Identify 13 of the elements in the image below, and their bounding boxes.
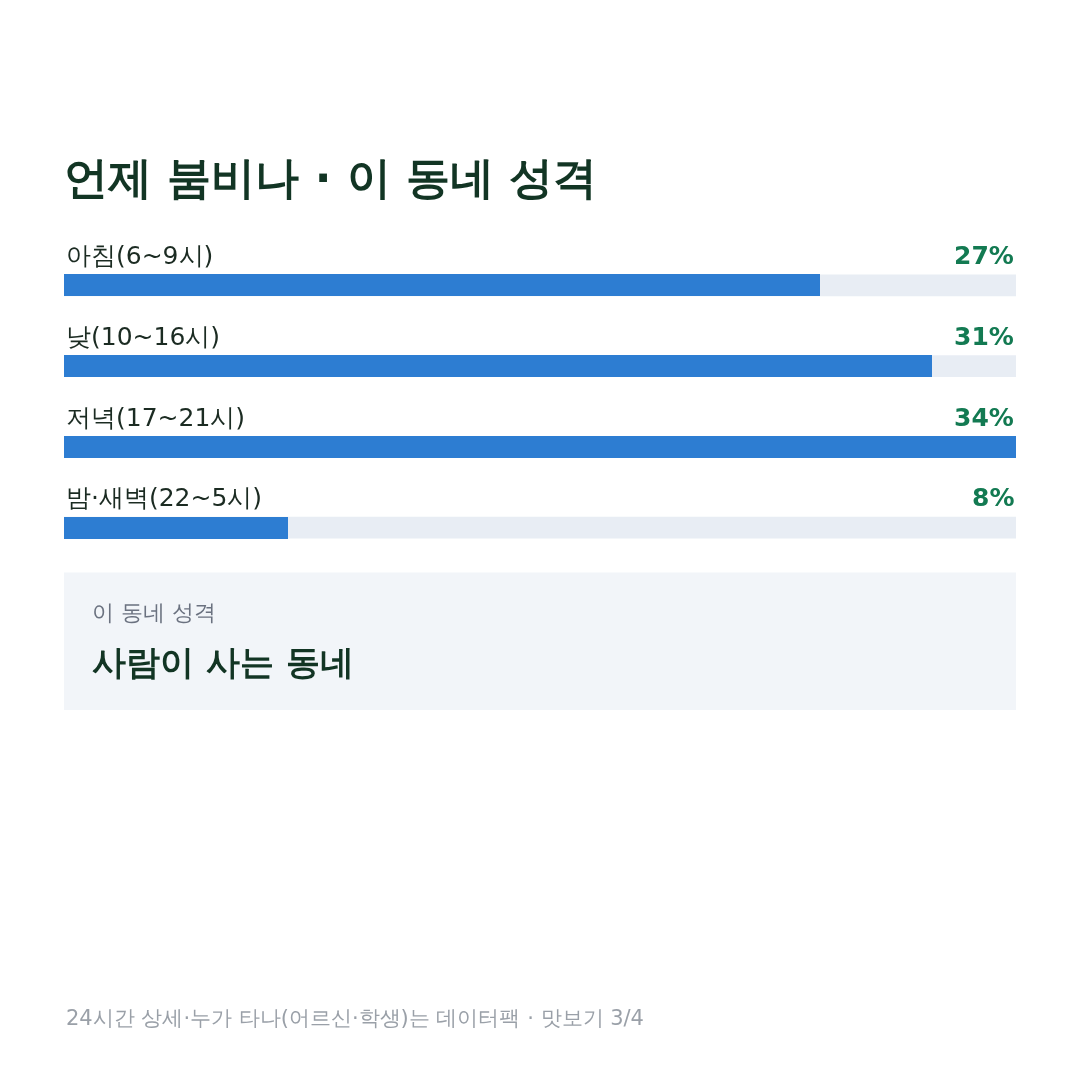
text: 24시간 상세·누가 타나(어르신·학생)는 데이터팩 · 맛보기 3/4 (66, 1006, 644, 1030)
y-tick-label: 밤·새벽(22~5시) (66, 483, 263, 512)
y-tick-label: 저녁(17~21시) (66, 403, 246, 432)
text: 이 동네 성격 (92, 600, 216, 625)
text: 사람이 사는 동네 (92, 642, 354, 682)
data-label: 27% (954, 241, 1014, 270)
chart-title: 언제 붐비나 · 이 동네 성격 (64, 152, 598, 204)
bar (64, 517, 288, 539)
y-tick-label: 아침(6~9시) (66, 241, 214, 270)
data-label: 8% (972, 483, 1015, 512)
data-label: 31% (954, 322, 1014, 351)
y-tick-label: 낮(10~16시) (66, 322, 221, 351)
data-label: 34% (954, 403, 1014, 432)
